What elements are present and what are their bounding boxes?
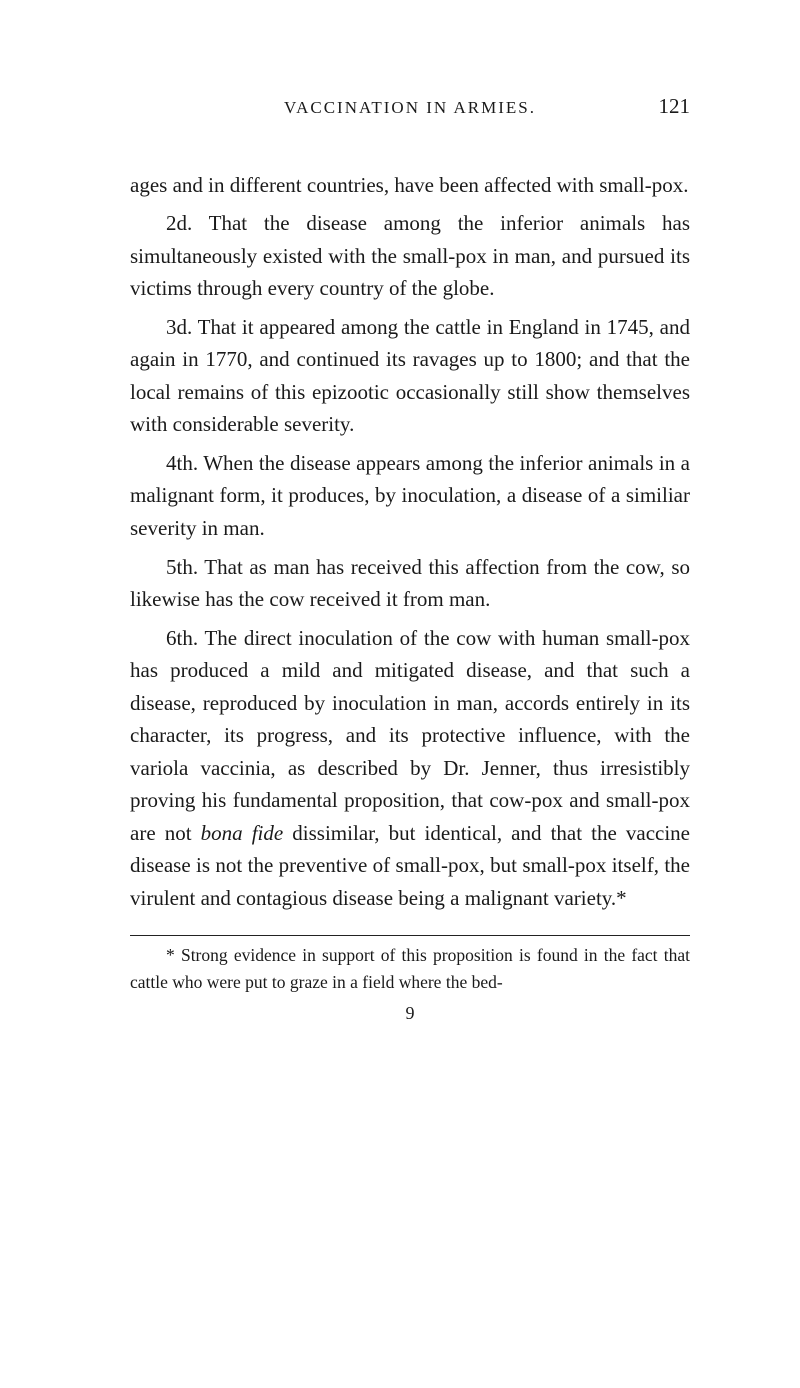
body-text: ages and in different countries, have be… xyxy=(130,169,690,915)
page-header: VACCINATION IN ARMIES. 121 xyxy=(130,90,690,123)
page: VACCINATION IN ARMIES. 121 ages and in d… xyxy=(0,0,800,1388)
paragraph-5: 5th. That as man has received this affec… xyxy=(130,551,690,616)
paragraph-4: 4th. When the disease appears among the … xyxy=(130,447,690,545)
paragraph-6: 6th. The direct inoculation of the cow w… xyxy=(130,622,690,915)
paragraph-2: 2d. That the disease among the inferior … xyxy=(130,207,690,305)
paragraph-1: ages and in different countries, have be… xyxy=(130,169,690,202)
paragraph-6-part-a: 6th. The direct inoculation of the cow w… xyxy=(130,626,690,845)
footnote-rule xyxy=(130,935,690,936)
paragraph-6-italic: bona fide xyxy=(201,821,284,845)
footnote: * Strong evidence in support of this pro… xyxy=(130,942,690,996)
signature-mark: 9 xyxy=(130,1000,690,1028)
paragraph-3: 3d. That it appeared among the cattle in… xyxy=(130,311,690,441)
page-number: 121 xyxy=(630,90,690,123)
running-head: VACCINATION IN ARMIES. xyxy=(190,95,630,121)
